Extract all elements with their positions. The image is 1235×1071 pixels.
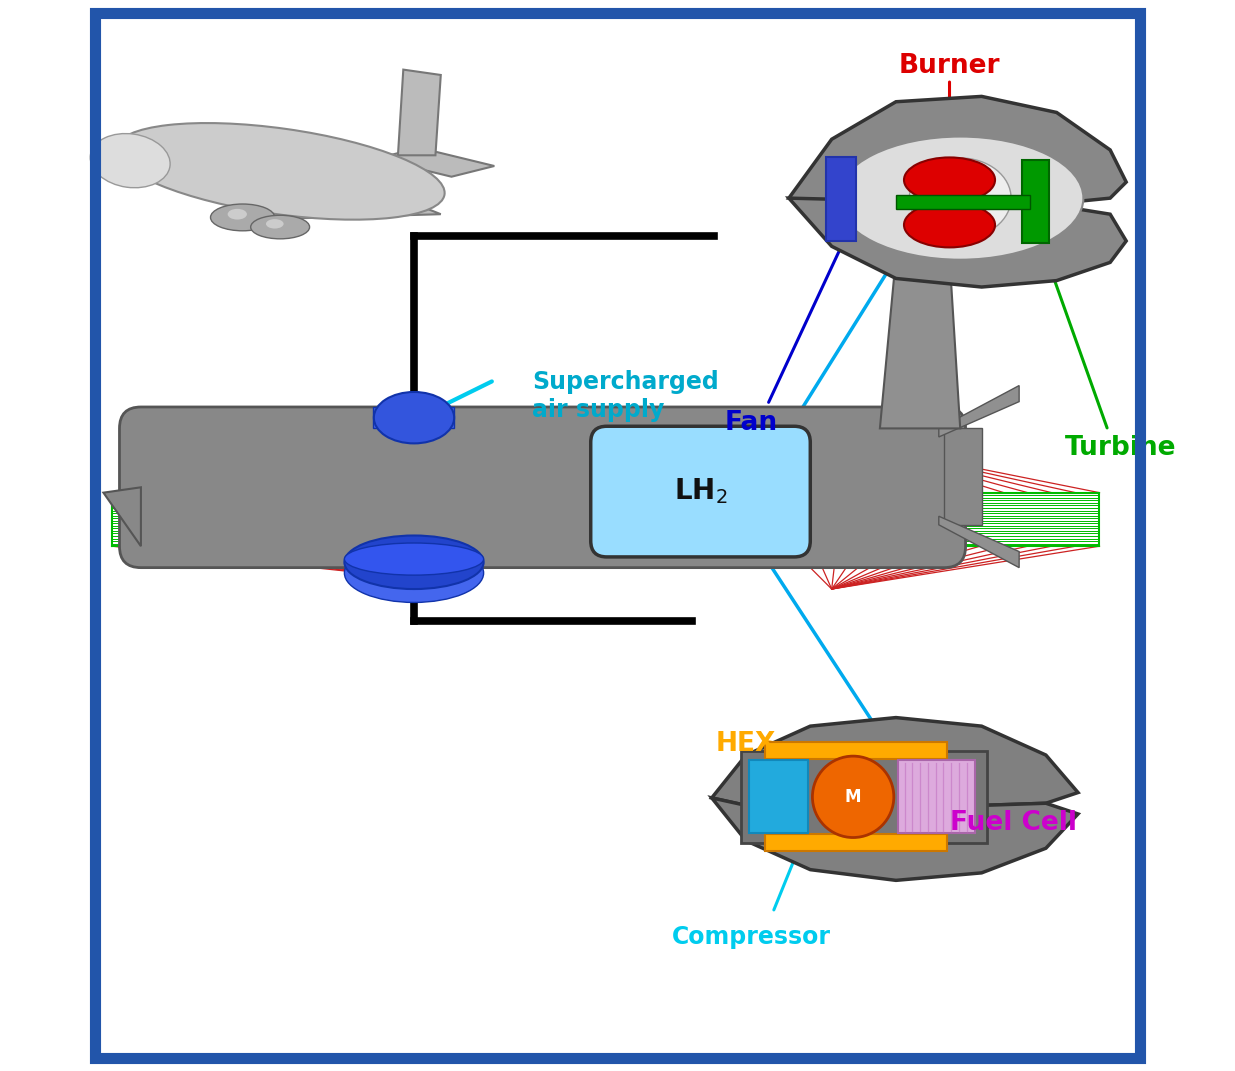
Text: Supercharged
air supply: Supercharged air supply bbox=[532, 371, 719, 422]
Ellipse shape bbox=[904, 157, 995, 202]
Polygon shape bbox=[939, 516, 1019, 568]
Polygon shape bbox=[789, 198, 1126, 287]
FancyBboxPatch shape bbox=[741, 751, 987, 843]
Text: HEX: HEX bbox=[716, 731, 777, 757]
Ellipse shape bbox=[266, 220, 284, 228]
FancyBboxPatch shape bbox=[120, 407, 966, 568]
Text: Fuel Cell: Fuel Cell bbox=[950, 810, 1077, 835]
Text: M: M bbox=[845, 788, 861, 805]
FancyBboxPatch shape bbox=[826, 157, 856, 241]
Ellipse shape bbox=[837, 137, 1083, 260]
Ellipse shape bbox=[210, 203, 274, 231]
FancyBboxPatch shape bbox=[895, 195, 1030, 209]
Polygon shape bbox=[377, 148, 494, 177]
Ellipse shape bbox=[90, 134, 170, 187]
Ellipse shape bbox=[904, 202, 995, 247]
Ellipse shape bbox=[227, 209, 247, 220]
Polygon shape bbox=[189, 180, 317, 214]
FancyBboxPatch shape bbox=[766, 742, 947, 759]
Text: Fan: Fan bbox=[725, 410, 778, 436]
Polygon shape bbox=[879, 257, 961, 428]
Text: LH$_2$: LH$_2$ bbox=[674, 477, 727, 507]
FancyBboxPatch shape bbox=[750, 760, 808, 833]
Circle shape bbox=[813, 756, 894, 838]
Polygon shape bbox=[789, 96, 1126, 206]
Polygon shape bbox=[711, 798, 1078, 880]
FancyBboxPatch shape bbox=[1023, 160, 1049, 243]
Polygon shape bbox=[711, 718, 1078, 808]
FancyBboxPatch shape bbox=[766, 834, 947, 851]
Ellipse shape bbox=[345, 543, 484, 575]
Ellipse shape bbox=[909, 159, 1011, 239]
Polygon shape bbox=[398, 70, 441, 155]
Text: Compressor: Compressor bbox=[672, 925, 831, 949]
Polygon shape bbox=[104, 487, 141, 546]
Bar bbox=[373, 407, 453, 428]
Polygon shape bbox=[939, 386, 1019, 437]
Ellipse shape bbox=[251, 215, 310, 239]
FancyBboxPatch shape bbox=[590, 426, 810, 557]
Polygon shape bbox=[944, 428, 982, 525]
Ellipse shape bbox=[374, 392, 454, 443]
Ellipse shape bbox=[345, 543, 484, 602]
Polygon shape bbox=[159, 163, 441, 218]
Text: Burner: Burner bbox=[899, 54, 1000, 79]
FancyBboxPatch shape bbox=[898, 760, 976, 833]
Ellipse shape bbox=[116, 123, 445, 220]
Ellipse shape bbox=[345, 536, 484, 589]
Text: Turbine: Turbine bbox=[1065, 435, 1177, 461]
